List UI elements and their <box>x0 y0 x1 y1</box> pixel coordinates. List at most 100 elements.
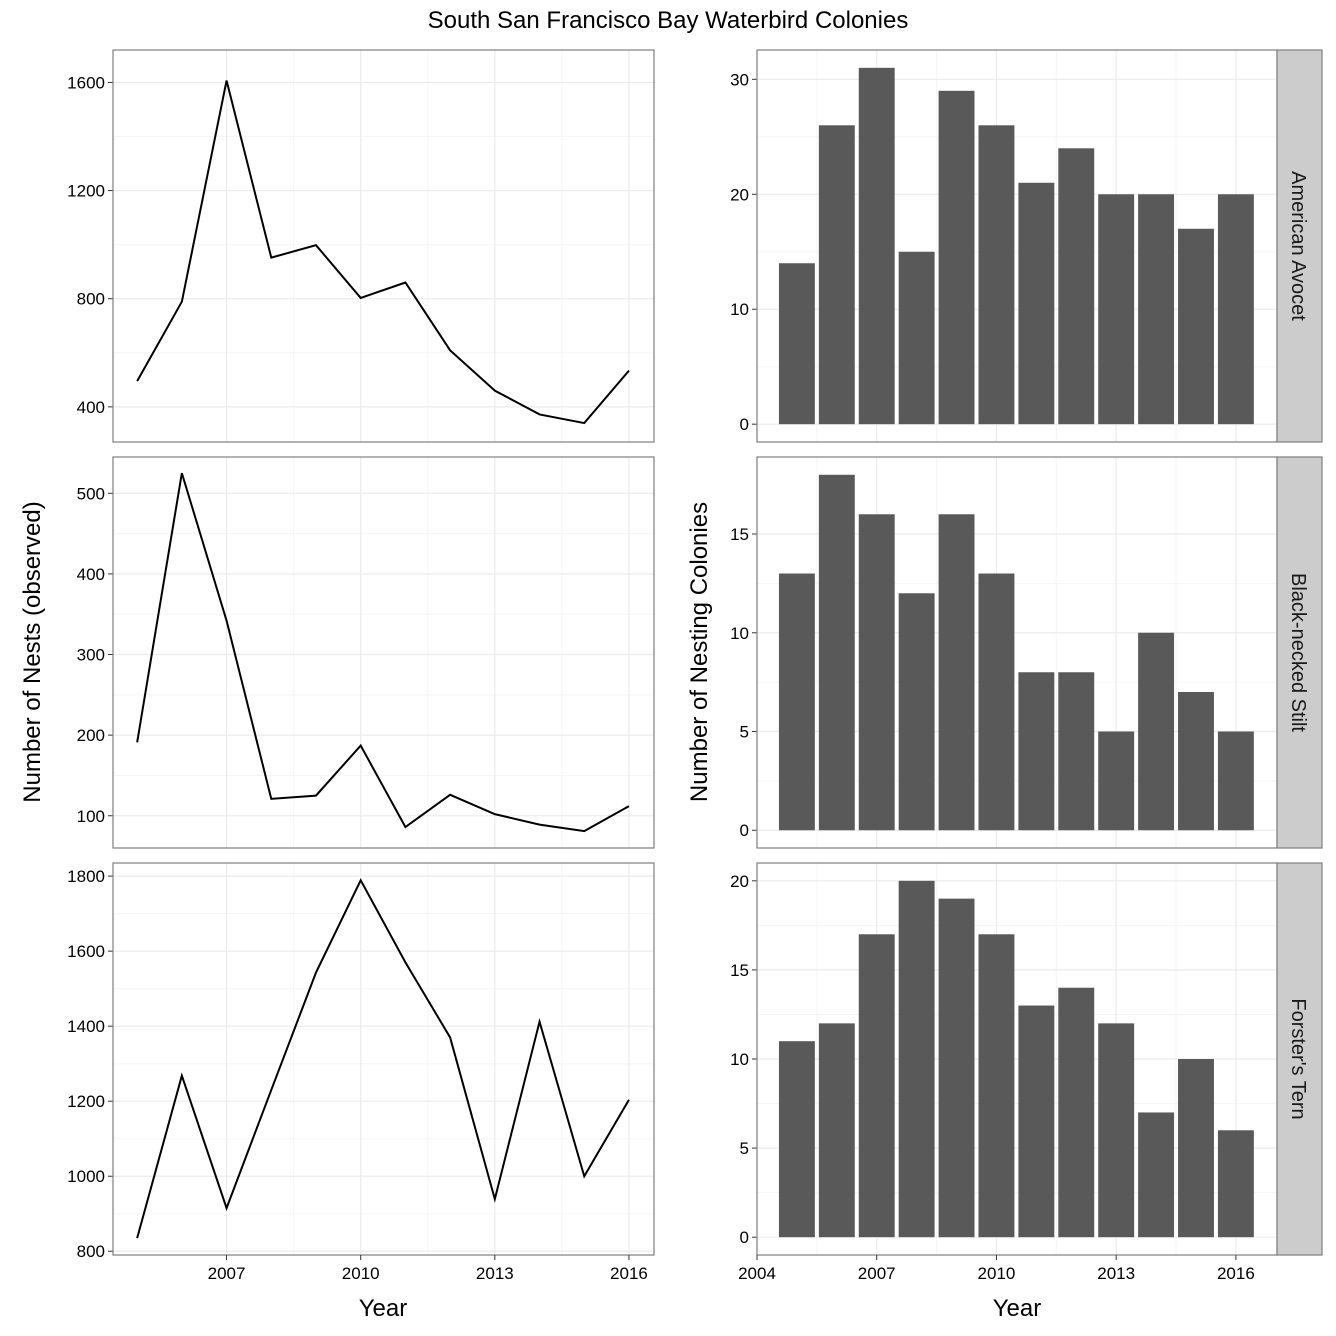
facet-strip-label: Forster's Tern <box>1287 998 1309 1119</box>
chart-title: South San Francisco Bay Waterbird Coloni… <box>428 7 909 34</box>
y-tick-label: 1400 <box>67 1017 105 1036</box>
bar-2005 <box>778 1041 815 1238</box>
panel-0-0: 400 800 1200 1600 <box>67 49 655 443</box>
y-tick-label: 400 <box>77 398 105 417</box>
bar-2005 <box>778 573 815 831</box>
bar-2015 <box>1178 228 1214 425</box>
bar-2009 <box>938 90 975 425</box>
y-tick-label: 10 <box>730 624 749 643</box>
x-tick-label: 2016 <box>610 1264 648 1283</box>
bar-2014 <box>1138 1112 1175 1238</box>
bar-2016 <box>1217 731 1254 831</box>
y-tick-label: 1800 <box>67 867 105 886</box>
x-tick-label: 2007 <box>208 1264 246 1283</box>
bar-2016 <box>1217 194 1254 425</box>
y-tick-label: 1000 <box>67 1167 105 1186</box>
facet-strip <box>1276 862 1323 1256</box>
y-tick-label: 400 <box>77 565 105 584</box>
bar-2011 <box>1018 1005 1055 1238</box>
y-tick-label: 15 <box>730 961 749 980</box>
bar-2016 <box>1217 1130 1254 1238</box>
panel-border <box>112 862 655 1256</box>
x-tick-label: 2013 <box>476 1264 514 1283</box>
bar-2006 <box>818 1023 855 1238</box>
bar-2008 <box>898 251 935 425</box>
bar-2012 <box>1058 987 1095 1238</box>
y-tick-label: 800 <box>77 290 105 309</box>
y-tick-label: 1600 <box>67 942 105 961</box>
bar-2015 <box>1178 691 1214 831</box>
panel-border <box>112 456 655 849</box>
y-tick-label: 5 <box>740 722 749 741</box>
bar-2005 <box>778 263 815 425</box>
facet-strip-label: Black-necked Stilt <box>1287 573 1309 732</box>
y-tick-label: 15 <box>730 525 749 544</box>
bar-2009 <box>938 898 975 1238</box>
y-tick-label: 0 <box>740 1228 749 1247</box>
panel-background <box>113 863 654 1255</box>
x-tick-label: 2007 <box>858 1264 896 1283</box>
y-tick-label: 0 <box>740 415 749 434</box>
x-tick-label: 2010 <box>978 1264 1016 1283</box>
panel-1-0: 0 10 20 30 American Avocet <box>730 49 1323 443</box>
y-tick-label: 5 <box>740 1139 749 1158</box>
y-tick-label: 200 <box>77 726 105 745</box>
bar-2008 <box>898 880 935 1238</box>
panel-1-2: 0 5 10 15 20 2004 2007 2010 2013 2016 Forster's Te… <box>730 862 1323 1283</box>
bar-2007 <box>858 514 895 831</box>
left-y-axis-title: Number of Nests (observed) <box>19 501 46 802</box>
bar-2013 <box>1098 1023 1135 1238</box>
panel-background <box>113 50 654 442</box>
bar-2015 <box>1178 1059 1214 1238</box>
bar-2013 <box>1098 194 1135 425</box>
bar-2010 <box>978 125 1015 425</box>
bar-2010 <box>978 573 1015 831</box>
y-tick-label: 300 <box>77 646 105 665</box>
y-tick-label: 20 <box>730 185 749 204</box>
bar-2007 <box>858 934 895 1238</box>
facet-strip <box>1276 49 1323 443</box>
panel-background <box>113 457 654 848</box>
bar-2008 <box>898 593 935 831</box>
panel-0-1: 100 200 300 400 500 <box>77 456 655 849</box>
facet-strip-label: American Avocet <box>1287 171 1309 321</box>
y-tick-label: 100 <box>77 807 105 826</box>
bar-2007 <box>858 67 895 425</box>
x-tick-label: 2016 <box>1217 1264 1255 1283</box>
bar-2010 <box>978 934 1015 1238</box>
y-tick-label: 20 <box>730 872 749 891</box>
left-x-axis-title: Year <box>359 1295 408 1322</box>
y-tick-label: 10 <box>730 300 749 319</box>
bar-2011 <box>1018 182 1055 425</box>
bar-2011 <box>1018 672 1055 831</box>
facet-strip <box>1276 456 1323 849</box>
series-line <box>136 472 630 833</box>
panel-border <box>112 49 655 443</box>
bar-2014 <box>1138 194 1175 425</box>
y-tick-label: 10 <box>730 1050 749 1069</box>
x-tick-label: 2013 <box>1097 1264 1135 1283</box>
y-tick-label: 800 <box>77 1242 105 1261</box>
y-tick-label: 1200 <box>67 1092 105 1111</box>
x-tick-label: 2010 <box>342 1264 380 1283</box>
bar-2009 <box>938 514 975 831</box>
panel-0-2: 800 1000 1200 1400 1600 1800 2007 2010 2013 2016 <box>67 862 655 1283</box>
bar-2006 <box>818 474 855 831</box>
series-line <box>136 80 630 425</box>
bar-2013 <box>1098 731 1135 831</box>
y-tick-label: 30 <box>730 70 749 89</box>
panel-1-1: 0 5 10 15 Black-necked Stilt <box>730 456 1323 849</box>
y-tick-label: 1600 <box>67 73 105 92</box>
bar-2006 <box>818 125 855 425</box>
right-y-axis-title: Number of Nesting Colonies <box>686 502 713 802</box>
bar-2012 <box>1058 672 1095 831</box>
x-tick-label: 2004 <box>738 1264 776 1283</box>
series-line <box>136 878 630 1239</box>
y-tick-label: 0 <box>740 821 749 840</box>
bar-2012 <box>1058 148 1095 425</box>
bar-2014 <box>1138 632 1175 831</box>
y-tick-label: 500 <box>77 484 105 503</box>
y-tick-label: 1200 <box>67 182 105 201</box>
right-x-axis-title: Year <box>993 1295 1042 1322</box>
